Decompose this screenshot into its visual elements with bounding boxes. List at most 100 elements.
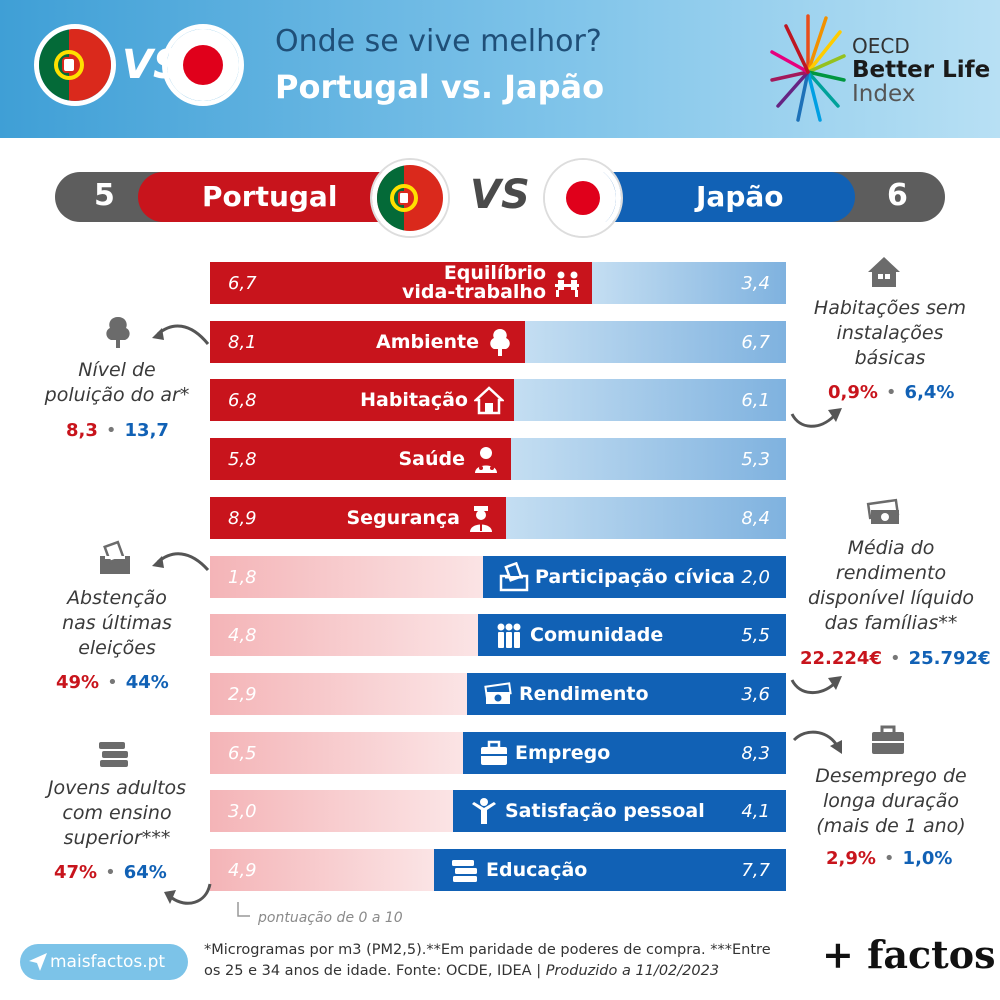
row-5: 1,8 2,0 Participação cívica — [210, 555, 786, 598]
work-life-icon — [555, 271, 579, 297]
category-text: Rendimento — [519, 682, 649, 705]
row-7: 2,9 3,6 Rendimento — [210, 672, 786, 715]
japan-value: 64% — [123, 862, 167, 883]
note-line: Abstenção — [67, 587, 167, 609]
japan-bar — [506, 496, 786, 539]
row-6: 4,8 5,5 Comunidade — [210, 614, 786, 657]
category-label: Saúde — [398, 438, 507, 480]
website-link[interactable]: maisfactos.pt — [20, 944, 188, 980]
portugal-bar — [210, 614, 478, 657]
category-text: Satisfação pessoal — [505, 800, 705, 823]
portugal-value: 22.224€ — [800, 648, 882, 669]
category-label: Emprego — [473, 732, 610, 774]
housing-stat: 0,9% • 6,4% — [828, 382, 955, 403]
income-note: Média do rendimento disponível líquido d… — [796, 536, 986, 636]
japan-bar — [483, 555, 786, 598]
housing-note: Habitações sem instalações básicas — [800, 296, 980, 371]
production-date: Produzido a 11/02/2023 — [545, 963, 720, 979]
japan-bar — [592, 262, 786, 304]
briefcase-icon — [481, 740, 507, 765]
category-text: Ambiente — [376, 330, 479, 353]
money-icon — [484, 682, 512, 704]
page-title: Portugal vs. Japão — [275, 68, 605, 106]
people-icon — [497, 623, 521, 649]
japan-label: Japão — [696, 180, 784, 213]
tree-icon — [106, 317, 130, 348]
portugal-bar — [210, 672, 467, 715]
note-line: com ensino — [62, 802, 172, 824]
paper-plane-icon — [29, 953, 47, 971]
row-3: 5,8 5,3 Saúde — [210, 438, 786, 481]
japan-value: 8,4 — [741, 507, 770, 529]
japan-flag-icon — [162, 24, 244, 106]
portugal-bar — [210, 555, 483, 598]
income-stat: 22.224€ • 25.792€ — [800, 648, 991, 669]
row-10: 4,9 7,7 Educação — [210, 849, 786, 891]
japan-value: 6,1 — [741, 390, 770, 412]
note-line: longa duração — [823, 790, 959, 812]
portugal-value: 4,9 — [228, 860, 257, 881]
note-line: (mais de 1 ano) — [816, 815, 966, 837]
japan-value: 4,1 — [741, 801, 770, 823]
japan-value: 3,6 — [741, 683, 770, 705]
portugal-score: 5 — [94, 178, 115, 213]
japan-score: 6 — [887, 178, 908, 213]
note-line: instalações — [836, 322, 944, 344]
arrow-icon — [152, 324, 210, 345]
row-9: 3,0 4,1 Satisfação pessoal — [210, 790, 786, 833]
briefcase-icon — [872, 725, 904, 754]
category-text: Comunidade — [530, 624, 664, 647]
japan-value: 1,0% — [902, 848, 953, 869]
education-note: Jovens adultos com ensino superior*** — [22, 776, 212, 851]
japan-bar — [514, 379, 786, 422]
row-4: 8,9 8,4 Segurança — [210, 496, 786, 539]
japan-value: 5,5 — [741, 625, 770, 647]
house-icon — [868, 257, 900, 287]
portugal-label: Portugal — [202, 180, 338, 213]
arrow-icon — [792, 730, 842, 754]
portugal-value: 1,8 — [228, 566, 257, 588]
japan-bar — [467, 672, 786, 715]
portugal-value: 8,3 — [66, 420, 98, 441]
note-line: básicas — [854, 347, 926, 369]
website-label: maisfactos.pt — [50, 952, 166, 972]
index-label: Index — [852, 81, 916, 107]
portugal-value: 6,7 — [228, 273, 257, 294]
arrow-icon — [164, 883, 212, 905]
japan-flag-icon — [545, 160, 621, 236]
portugal-bar — [210, 438, 511, 481]
abstention-note: Abstenção nas últimas eleições — [22, 586, 212, 661]
japan-value: 7,7 — [741, 860, 770, 881]
japan-bar — [478, 614, 786, 657]
japan-bar — [525, 320, 786, 363]
portugal-value: 6,8 — [228, 390, 257, 412]
police-icon — [470, 505, 492, 532]
ballot-box-icon — [100, 540, 130, 574]
category-label: Comunidade — [488, 614, 663, 656]
portugal-bar — [210, 849, 434, 891]
category-label: Rendimento — [477, 673, 649, 715]
portugal-value: 6,5 — [228, 742, 257, 764]
row-8: 6,5 8,3 Emprego — [210, 731, 786, 774]
note-line: poluição do ar* — [44, 384, 190, 406]
oecd-label: OECD — [852, 34, 910, 58]
money-icon — [866, 498, 900, 524]
note-line: disponível líquido — [807, 587, 975, 609]
scoreboard-vs: VS — [470, 172, 530, 218]
portugal-value: 8,1 — [228, 331, 257, 353]
japan-bar — [453, 790, 786, 833]
row-0: 6,7 3,4 Equilíbrio vida-trabalho — [210, 262, 786, 304]
arrow-icon — [152, 552, 210, 572]
japan-value: 6,4% — [904, 382, 955, 403]
category-text: Saúde — [398, 448, 465, 471]
scale-note: pontuação de 0 a 10 — [258, 910, 403, 926]
portugal-value: 4,8 — [228, 625, 257, 647]
category-label: Segurança — [347, 497, 503, 539]
portugal-value: 2,9% — [826, 848, 876, 869]
japan-value: 8,3 — [741, 742, 770, 764]
air-pollution-note: Nível de poluição do ar* — [22, 358, 212, 408]
category-label: Equilíbrio vida-trabalho — [402, 262, 588, 304]
portugal-value: 5,8 — [228, 449, 257, 471]
category-text: Emprego — [515, 741, 611, 764]
oecd-logo-icon — [770, 14, 846, 122]
